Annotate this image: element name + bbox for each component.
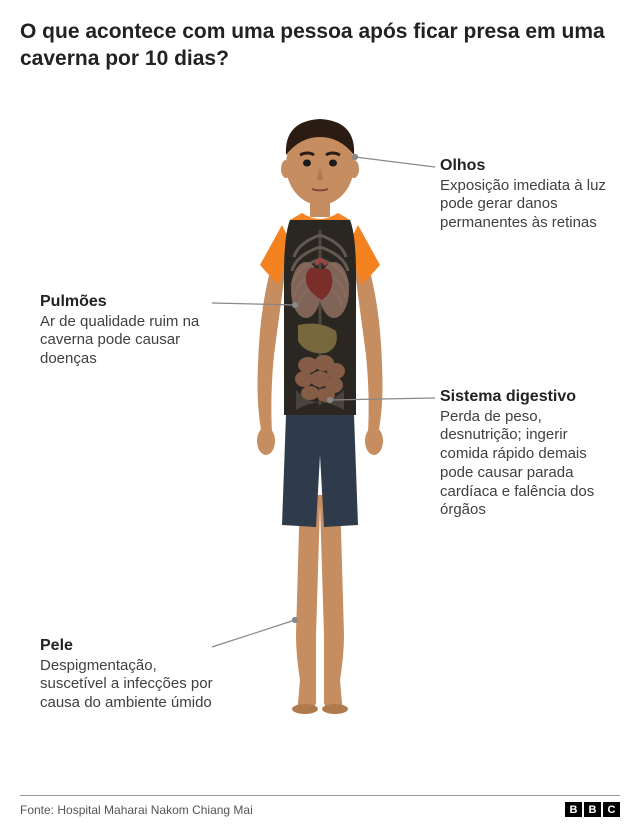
body-figure — [220, 95, 420, 715]
footer: Fonte: Hospital Maharai Nakom Chiang Mai… — [20, 795, 620, 817]
annotation-skin-text: Despigmentação, suscetível a infecções p… — [40, 657, 215, 713]
annotation-lungs: Pulmões Ar de qualidade ruim na caverna … — [40, 293, 215, 369]
bbc-logo-b1: B — [565, 802, 582, 817]
annotation-lungs-title: Pulmões — [40, 293, 215, 311]
annotation-skin: Pele Despigmentação, suscetível a infecç… — [40, 637, 215, 713]
annotation-eyes-title: Olhos — [440, 157, 615, 175]
annotation-digestive-title: Sistema digestivo — [440, 388, 615, 406]
bbc-logo-c: C — [603, 802, 620, 817]
figure-area: Olhos Exposição imediata à luz pode gera… — [20, 85, 620, 765]
annotation-digestive: Sistema digestivo Perda de peso, desnutr… — [440, 388, 615, 521]
annotation-lungs-text: Ar de qualidade ruim na caverna pode cau… — [40, 313, 215, 369]
source-text: Fonte: Hospital Maharai Nakom Chiang Mai — [20, 803, 253, 817]
annotation-eyes-text: Exposição imediata à luz pode gerar dano… — [440, 177, 615, 233]
annotation-eyes: Olhos Exposição imediata à luz pode gera… — [440, 157, 615, 233]
bbc-logo: B B C — [565, 802, 620, 817]
bbc-logo-b2: B — [584, 802, 601, 817]
annotation-digestive-text: Perda de peso, desnutrição; ingerir comi… — [440, 408, 615, 521]
annotation-skin-title: Pele — [40, 637, 215, 655]
page-title: O que acontece com uma pessoa após ficar… — [20, 18, 620, 73]
